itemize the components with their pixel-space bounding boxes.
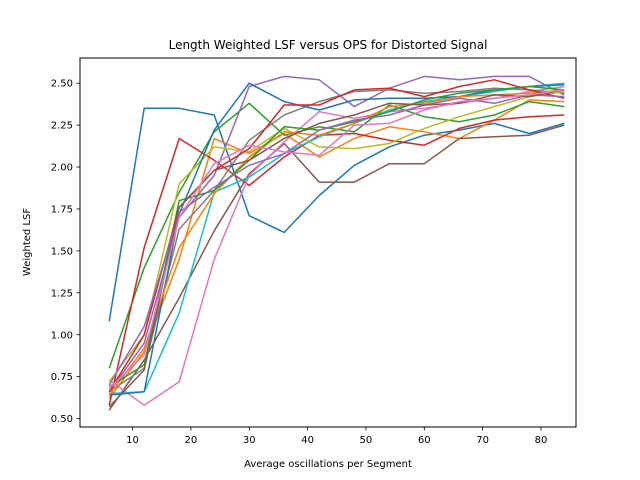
x-tick-label: 20 — [185, 435, 198, 446]
series-layer — [108, 75, 565, 411]
series-line-1 — [108, 107, 565, 322]
series-line-15 — [108, 94, 565, 386]
series-line-13 — [108, 85, 565, 388]
plot-frame — [79, 57, 577, 428]
x-tick-label: 40 — [301, 435, 314, 446]
x-tick-label: 50 — [360, 435, 373, 446]
series-line-6 — [108, 124, 565, 411]
y-tick-label: 1.50 — [51, 246, 73, 257]
y-tick-label: 2.25 — [51, 121, 73, 132]
y-tick-label: 2.50 — [51, 79, 73, 90]
x-axis-label: Average oscillations per Segment — [244, 459, 412, 470]
series-line-4 — [108, 114, 565, 406]
series-line-9 — [108, 90, 565, 383]
y-tick-label: 0.50 — [51, 414, 73, 425]
x-tick-label: 30 — [243, 435, 256, 446]
series-line-8 — [108, 87, 565, 393]
x-tick-label: 80 — [535, 435, 548, 446]
series-line-17 — [108, 89, 565, 389]
x-tick-label: 70 — [476, 435, 489, 446]
series-line-12 — [108, 89, 565, 396]
y-axis-label: Weighted LSF — [22, 208, 33, 276]
chart-title: Length Weighted LSF versus OPS for Disto… — [169, 38, 488, 52]
y-tick-label: 0.75 — [51, 372, 73, 383]
series-line-16 — [108, 89, 565, 408]
series-line-10 — [109, 82, 565, 395]
x-tick-label: 60 — [418, 435, 431, 446]
y-axis-ticks: 0.50 0.75 1.00 1.25 1.50 1.75 2.00 2.25 2.50 — [51, 79, 80, 425]
y-tick-label: 1.75 — [51, 204, 73, 215]
series-line-5 — [108, 75, 565, 393]
x-axis-ticks: 10 20 30 40 50 60 70 80 — [126, 427, 547, 446]
x-tick-label: 10 — [126, 435, 139, 446]
y-tick-label: 1.00 — [51, 330, 73, 341]
y-tick-label: 1.25 — [51, 288, 73, 299]
y-tick-label: 2.00 — [51, 163, 73, 174]
